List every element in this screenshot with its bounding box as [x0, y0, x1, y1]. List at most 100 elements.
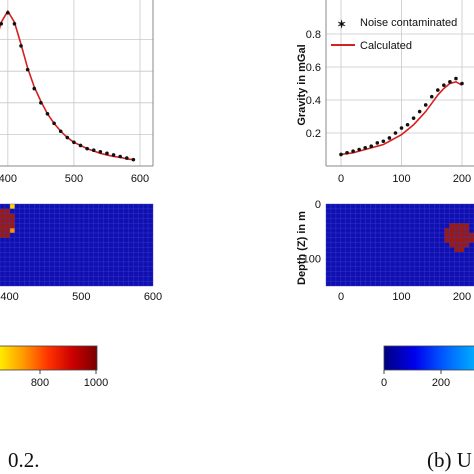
mesh-body-cell — [4, 218, 10, 224]
mesh-body-cell — [4, 228, 10, 233]
left-caption: 0.2. — [8, 448, 40, 472]
right-bottom-y-tick-label: 100 — [303, 254, 321, 266]
mesh-body-cell — [449, 242, 455, 248]
legend-entry-calculated: Calculated — [360, 40, 412, 52]
left-top-data-point — [72, 140, 76, 145]
mesh-body-cell — [4, 223, 10, 229]
legend-entry-noise: Noise contaminated — [360, 17, 457, 29]
left-bottom-x-tick-label: 400 — [0, 291, 18, 303]
right-bottom-y-axis-label: Depth (Z) in m — [296, 211, 308, 285]
mesh-body-cell — [449, 228, 455, 233]
left-bottom-x-tick-label: 500 — [72, 291, 90, 303]
right-top-data-point — [405, 122, 410, 127]
mesh-body-cell — [4, 232, 10, 238]
right-colorbar-ticks: 0 200 — [381, 370, 450, 389]
mesh-body-cell — [9, 218, 15, 224]
right-top-data-point — [357, 147, 361, 152]
mesh-body-cell — [0, 218, 5, 224]
left-bottom-x-ticks: 400 500 600 — [0, 291, 162, 303]
mesh-body-cell — [454, 228, 460, 233]
legend-marker-symbol: ✶ — [337, 19, 346, 31]
right-top-legend: ✶ Noise contaminated Calculated — [331, 17, 457, 52]
mesh-body-cell — [0, 213, 5, 219]
left-top-x-tick-label: 400 — [0, 173, 17, 185]
right-top-data-point — [423, 103, 428, 107]
left-top-x-ticks: 400 500 600 — [0, 173, 149, 185]
mesh-body-cell — [449, 232, 455, 238]
right-top-x-tick-label: 200 — [453, 173, 471, 185]
mesh-body-cell — [454, 232, 460, 238]
right-bottom-mesh — [325, 203, 474, 287]
mesh-body-cell — [454, 223, 460, 229]
left-top-data-point — [0, 22, 4, 26]
right-top-data-point — [375, 141, 380, 145]
left-top-data-point — [124, 156, 129, 160]
mesh-body-cell — [459, 228, 465, 233]
right-top-data-point — [442, 83, 446, 87]
left-top-data-point — [111, 153, 116, 157]
left-top-data-point — [6, 10, 10, 15]
right-top-data-point — [429, 94, 434, 99]
mesh-body-cell — [459, 237, 465, 243]
right-top-x-tick-label: 0 — [338, 173, 344, 185]
right-bottom-y-tick-label: 0 — [315, 199, 321, 211]
mesh-body-cell — [444, 237, 450, 243]
mesh-body-cell — [459, 223, 465, 229]
left-colorbar-strip — [0, 345, 98, 371]
right-caption: (b) U — [427, 448, 472, 472]
mesh-body-cell — [454, 237, 460, 243]
left-bottom-plot: 400 500 600 — [0, 203, 162, 303]
right-top-y-tick-label: 0.6 — [306, 62, 321, 74]
right-top-marks — [339, 76, 464, 157]
left-top-data-point — [131, 157, 136, 162]
mesh-body-cell — [449, 237, 455, 243]
mesh-body-cell — [454, 242, 460, 248]
mesh-body-cell — [0, 223, 5, 229]
mesh-body-cell — [464, 228, 470, 233]
right-top-x-ticks: 0 100 200 — [338, 173, 471, 185]
right-top-data-point — [454, 76, 458, 81]
mesh-body-cell — [444, 228, 450, 233]
left-top-data-point — [19, 44, 23, 48]
right-top-x-tick-label: 100 — [392, 173, 410, 185]
left-top-data-point — [12, 22, 17, 26]
right-top-plot: 0 100 200 0.2 0.4 0.6 0.8 Gravity in mGal ✶ N… — [296, 0, 474, 185]
right-top-data-point — [417, 109, 422, 114]
left-top-data-point — [45, 112, 50, 116]
right-top-data-point — [393, 131, 398, 135]
mesh-body-cell — [4, 208, 10, 214]
mesh-background — [0, 204, 153, 286]
left-top-plot-area — [0, 0, 153, 170]
left-top-data-point — [118, 154, 122, 159]
mesh-body-cell — [454, 247, 460, 253]
mesh-body-cell — [469, 237, 474, 243]
right-top-data-point — [436, 88, 440, 92]
left-top-data-point — [105, 151, 109, 156]
left-top-data-point — [32, 86, 37, 91]
right-bottom-plot: 0 100 200 0 100 Depth (Z) in m — [296, 199, 474, 303]
left-top-marks — [0, 9, 136, 162]
mesh-body-cell — [0, 228, 5, 233]
mesh-body-cell — [464, 242, 470, 248]
right-bottom-y-ticks: 0 100 — [303, 199, 321, 266]
left-top-data-point — [58, 129, 63, 134]
right-top-data-point — [411, 116, 416, 120]
right-top-data-point — [369, 144, 374, 148]
mesh-body-cell — [9, 213, 15, 219]
left-top-x-tick-label: 600 — [131, 173, 149, 185]
left-top-data-point — [52, 121, 56, 126]
right-bottom-x-tick-label: 100 — [392, 291, 410, 303]
right-colorbar-tick-label: 200 — [432, 377, 450, 389]
left-colorbar-ticks: 800 1000 — [31, 370, 108, 389]
left-bottom-mesh — [0, 203, 154, 287]
mesh-body-cell — [464, 232, 470, 238]
mesh-body-cell — [0, 208, 5, 214]
right-top-data-point — [381, 139, 386, 144]
right-bottom-x-tick-label: 0 — [338, 291, 344, 303]
mesh-body-cell — [464, 237, 470, 243]
mesh-body-cell — [9, 223, 15, 229]
right-bottom-x-ticks: 0 100 200 — [338, 291, 471, 303]
mesh-body-cell — [469, 232, 474, 238]
right-top-y-axis-label: Gravity in mGal — [296, 44, 308, 125]
right-top-y-tick-label: 0.2 — [306, 128, 321, 140]
